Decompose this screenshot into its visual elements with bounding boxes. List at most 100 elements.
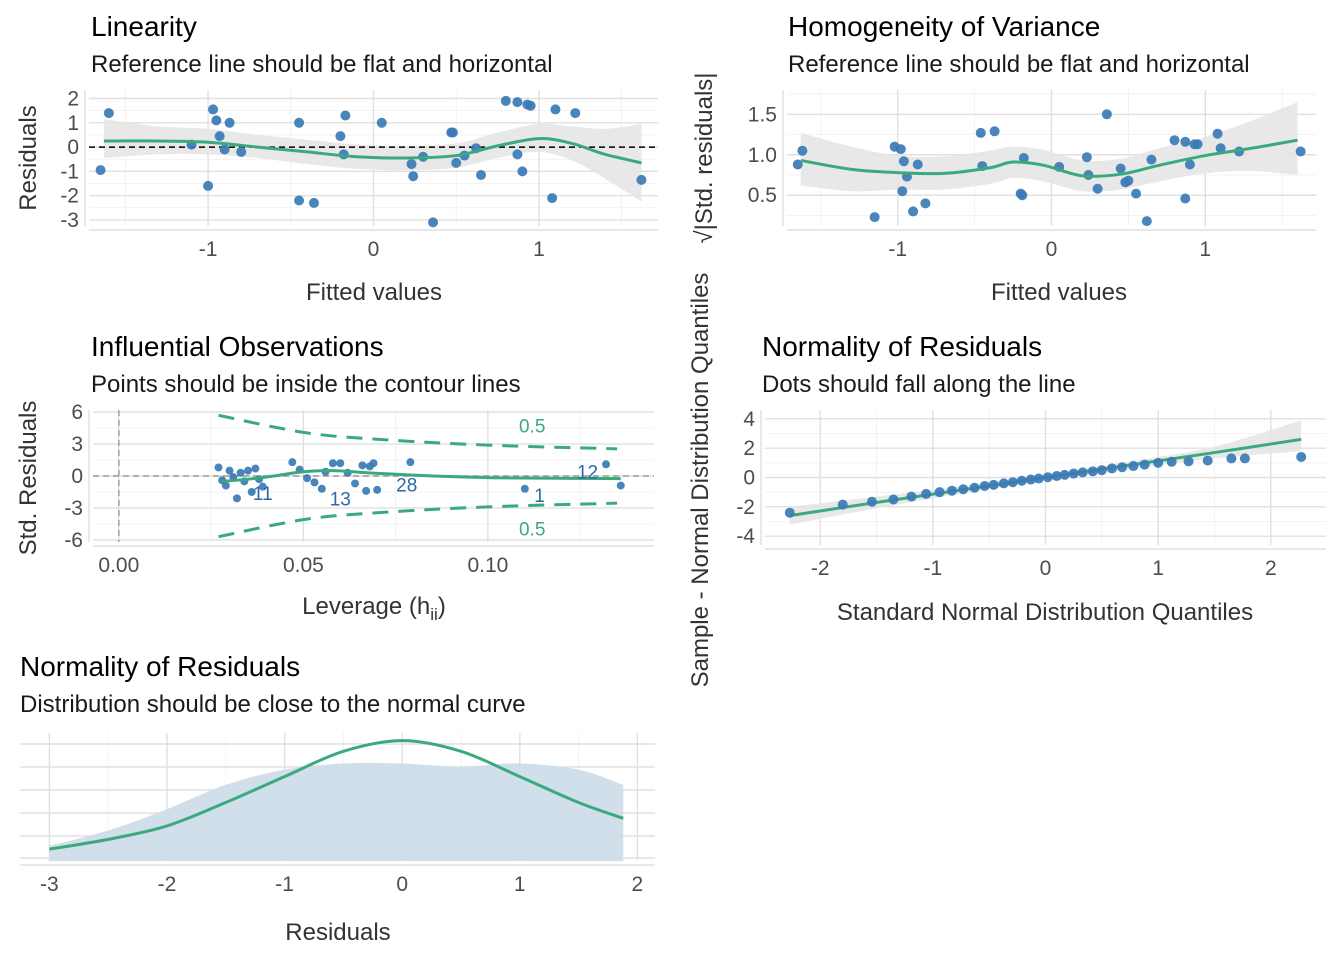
x-axis-ticks: -3 -2 -1 0 1 2: [40, 873, 643, 896]
chart-title: Influential Observations: [91, 331, 384, 362]
x-tick-label: -1: [275, 873, 294, 896]
data-point: [1296, 451, 1307, 462]
x-axis-title: Fitted values: [991, 279, 1127, 306]
data-point: [258, 482, 267, 491]
confidence-band: [800, 102, 1298, 192]
y-tick-label: 0: [743, 467, 755, 490]
data-point: [1051, 471, 1062, 482]
data-point: [934, 487, 945, 498]
data-point: [895, 144, 906, 155]
x-tick-label: 1: [1152, 557, 1164, 580]
data-point: [1033, 473, 1044, 484]
data-point: [232, 494, 241, 503]
smooth-curve-line: [222, 469, 621, 483]
data-point: [1215, 143, 1226, 154]
smooth-curve-line: [103, 137, 642, 165]
x-tick-label: -2: [158, 873, 177, 896]
chart-subtitle: Dots should fall along the line: [762, 371, 1076, 398]
point-label: 13: [330, 489, 351, 510]
x-tick-label: 2: [632, 873, 644, 896]
data-point: [1016, 475, 1027, 486]
data-point: [1096, 465, 1107, 476]
y-tick-label: 0: [67, 136, 79, 159]
chart-subtitle: Reference line should be flat and horizo…: [91, 51, 553, 78]
y-tick-label: 0.5: [748, 184, 777, 207]
data-point: [920, 198, 931, 209]
data-point: [219, 144, 230, 155]
data-point: [103, 108, 114, 119]
data-point: [520, 484, 529, 493]
data-point: [1226, 453, 1237, 464]
data-point: [888, 494, 899, 505]
data-point: [998, 478, 1009, 489]
x-tick-label: -1: [888, 238, 907, 261]
data-point: [447, 127, 458, 138]
y-axis-title: Std. Residuals: [15, 401, 42, 556]
data-point: [236, 468, 245, 477]
data-point: [294, 117, 305, 128]
y-tick-label: -6: [64, 529, 83, 552]
data-point: [336, 459, 345, 468]
data-point: [328, 459, 337, 468]
y-tick-label: 1.0: [748, 144, 777, 167]
chart-title: Normality of Residuals: [762, 331, 1042, 362]
data-points: [792, 109, 1306, 227]
x-tick-label: -2: [811, 557, 830, 580]
data-point: [988, 479, 999, 490]
data-point: [308, 197, 319, 208]
influential-observations-panel: Influential Observations Points should b…: [15, 331, 654, 624]
data-point: [921, 488, 932, 499]
point-labels: 11 13 28 1 12: [253, 463, 598, 511]
data-points: [95, 95, 647, 228]
point-label: 1: [534, 486, 545, 507]
chart-subtitle: Distribution should be close to the norm…: [20, 691, 526, 718]
y-tick-label: 0: [71, 465, 83, 488]
data-point: [869, 212, 880, 223]
data-point: [236, 146, 247, 157]
y-tick-label: -4: [736, 525, 755, 548]
chart-subtitle: Reference line should be flat and horizo…: [788, 51, 1250, 78]
data-point: [1081, 152, 1092, 163]
x-tick-label: 0: [1040, 557, 1052, 580]
x-axis-title: Standard Normal Distribution Quantiles: [837, 599, 1253, 626]
data-point: [1153, 457, 1164, 468]
data-point: [340, 110, 351, 121]
data-point: [512, 97, 523, 108]
data-point: [1141, 216, 1152, 227]
data-point: [1068, 468, 1079, 479]
x-axis-ticks: -1 0 1: [888, 238, 1211, 261]
cook-distance-contours: 0.5 0.5: [218, 413, 618, 541]
data-point: [969, 482, 980, 493]
x-axis-ticks: 0.00 0.05 0.10: [98, 554, 508, 577]
contour-label: 0.5: [519, 416, 545, 437]
data-point: [451, 157, 462, 168]
data-point: [898, 156, 909, 167]
x-tick-label: 0.00: [98, 554, 139, 577]
y-tick-label: 2: [743, 437, 755, 460]
point-label: 12: [577, 463, 598, 484]
data-point: [373, 485, 382, 494]
data-point: [211, 115, 222, 126]
y-tick-label: 4: [743, 408, 755, 431]
data-point: [1092, 183, 1103, 194]
data-point: [1025, 474, 1036, 485]
y-axis-ticks: -6 -3 0 3 6: [64, 401, 83, 552]
data-point: [244, 466, 253, 475]
data-point: [906, 491, 917, 502]
data-point: [214, 131, 225, 142]
x-tick-label: 0: [1046, 238, 1058, 261]
data-point: [550, 104, 561, 115]
chart-title: Linearity: [91, 11, 197, 42]
data-point: [570, 108, 581, 119]
y-tick-label: 2: [67, 88, 79, 111]
y-tick-label: 1.5: [748, 103, 777, 126]
data-point: [1180, 136, 1191, 147]
y-tick-label: 6: [71, 401, 83, 424]
x-axis-title: Leverage (hii): [302, 593, 446, 624]
homogeneity-panel: Homogeneity of Variance Reference line s…: [691, 11, 1316, 306]
x-tick-label: 0: [368, 238, 380, 261]
data-point: [1146, 154, 1157, 165]
data-point: [792, 159, 803, 170]
confidence-band-area: [103, 119, 642, 202]
